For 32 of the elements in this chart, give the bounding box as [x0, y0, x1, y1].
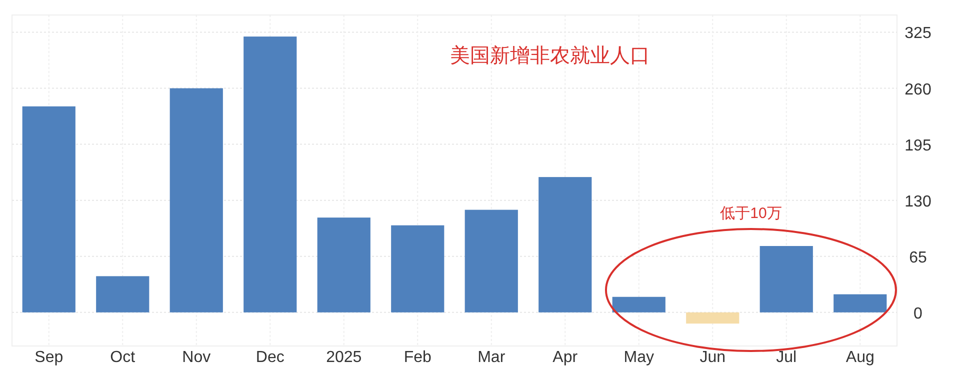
y-tick-label: 260: [904, 81, 932, 98]
bar: [686, 312, 740, 324]
bar: [96, 276, 150, 312]
y-tick-label: 130: [904, 193, 932, 210]
y-tick-label: 325: [904, 25, 932, 42]
x-tick-label: Nov: [182, 349, 211, 366]
bar: [760, 246, 813, 312]
x-tick-label: May: [624, 349, 654, 366]
x-tick-label: Jun: [700, 349, 726, 366]
x-tick-label: 2025: [326, 349, 362, 366]
annotation: 低于10万: [720, 205, 782, 222]
x-tick-label: Feb: [404, 349, 432, 366]
bar: [391, 225, 444, 312]
bar: [22, 106, 76, 312]
bar: [538, 177, 592, 312]
y-tick-label: 195: [904, 137, 932, 154]
y-tick-label: 0: [914, 305, 923, 322]
bar: [317, 218, 370, 312]
y-tick-label: 65: [909, 249, 927, 266]
bar: [464, 210, 518, 312]
x-tick-label: Aug: [846, 349, 874, 366]
x-tick-label: Apr: [552, 349, 578, 366]
x-tick-label: Oct: [110, 349, 136, 366]
x-tick-label: Mar: [478, 349, 506, 366]
x-tick-label: Jul: [776, 349, 797, 366]
bar: [170, 88, 223, 312]
bar: [834, 294, 887, 312]
x-tick-label: Sep: [34, 349, 64, 366]
bar: [612, 296, 666, 312]
x-tick-label: Dec: [256, 349, 284, 366]
bar: [244, 36, 297, 312]
annotation: 美国新增非农就业人口: [450, 44, 650, 67]
